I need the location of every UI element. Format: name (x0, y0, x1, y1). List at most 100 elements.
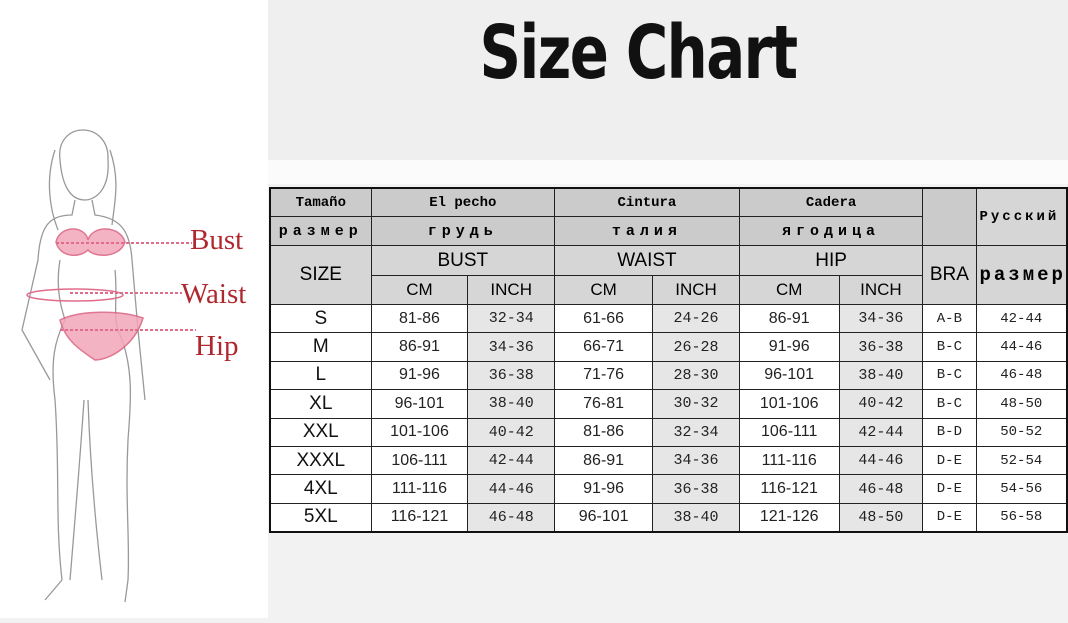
cell-size: L (269, 360, 372, 391)
cell-waist-cm: 81-86 (554, 417, 654, 447)
header-waist-cm: CM (554, 275, 654, 305)
cell-ru-size: 42-44 (975, 303, 1068, 334)
figure-panel: Bust Waist Hip (0, 0, 268, 618)
cell-ru-size: 44-46 (975, 332, 1068, 362)
cell-hip-cm: 106-111 (738, 417, 840, 447)
cell-bra: D-E (922, 445, 977, 476)
table-row: 5XL 116-121 46-48 96-101 38-40 121-126 48-50 D-… (269, 502, 1068, 533)
cell-hip-cm: 101-106 (738, 389, 840, 419)
cell-waist-cm: 71-76 (554, 360, 654, 391)
cell-size: XL (269, 389, 372, 419)
cell-waist-cm: 76-81 (554, 389, 654, 419)
cell-bra: B-C (922, 360, 977, 391)
table-row: M 86-91 34-36 66-71 26-28 91-96 36-38 B-C 44-46 (269, 332, 1068, 362)
cell-bust-inch: 36-38 (467, 360, 556, 391)
header-ru-size: размер (975, 245, 1068, 305)
cell-hip-cm: 116-121 (738, 474, 840, 504)
bust-label: Bust (190, 224, 244, 256)
cell-ru-size: 46-48 (975, 360, 1068, 391)
header-ru-language: Русский (975, 187, 1068, 246)
cell-bust-cm: 81-86 (370, 303, 469, 334)
cell-bust-cm: 96-101 (370, 389, 469, 419)
header-size-es: Tamaño (269, 187, 372, 217)
header-size-ru: размер (269, 216, 372, 246)
header-waist-es: Cintura (554, 187, 740, 217)
cell-waist-inch: 26-28 (652, 332, 740, 362)
divider-band (268, 160, 1068, 184)
body-figure-illustration (21, 129, 196, 603)
cell-size: 4XL (269, 474, 372, 504)
header-bra: BRA (922, 245, 977, 305)
table-row: XXXL 106-111 42-44 86-91 34-36 111-116 44-46 D-… (269, 445, 1068, 476)
waist-label: Waist (181, 278, 247, 310)
cell-waist-inch: 36-38 (652, 474, 740, 504)
cell-bust-cm: 101-106 (370, 417, 469, 447)
cell-waist-inch: 34-36 (652, 445, 740, 476)
header-hip-es: Cadera (738, 187, 924, 217)
cell-bust-cm: 91-96 (370, 360, 469, 391)
cell-ru-size: 54-56 (975, 474, 1068, 504)
cell-waist-inch: 30-32 (652, 389, 740, 419)
table-row: XXL 101-106 40-42 81-86 32-34 106-111 42-44 B-D… (269, 417, 1068, 447)
cell-bra: D-E (922, 502, 977, 533)
cell-waist-inch: 38-40 (652, 502, 740, 533)
header-size: SIZE (269, 245, 372, 305)
table-row: XL 96-101 38-40 76-81 30-32 101-106 40-42 B-C 48… (269, 389, 1068, 419)
cell-size: XXL (269, 417, 372, 447)
header-bust-ru: грудь (370, 216, 556, 246)
page-title: Size Chart (479, 10, 798, 96)
title-band (268, 0, 1068, 160)
cell-waist-cm: 61-66 (554, 303, 654, 334)
header-bust-es: El pecho (370, 187, 556, 217)
header-bust-cm: CM (370, 275, 469, 305)
cell-bust-inch: 38-40 (467, 389, 556, 419)
cell-hip-inch: 42-44 (838, 417, 924, 447)
cell-size: S (269, 303, 372, 334)
header-hip-inch: INCH (838, 275, 924, 305)
cell-bust-inch: 42-44 (467, 445, 556, 476)
cell-bust-cm: 116-121 (370, 502, 469, 533)
header-blank (922, 187, 977, 246)
table-row: L 91-96 36-38 71-76 28-30 96-101 38-40 B-C 46-48 (269, 360, 1068, 391)
cell-size: M (269, 332, 372, 362)
table-row: 4XL 111-116 44-46 91-96 36-38 116-121 46-48 D-E… (269, 474, 1068, 504)
cell-hip-cm: 86-91 (738, 303, 840, 334)
header-hip: HIP (738, 245, 924, 276)
cell-waist-inch: 24-26 (652, 303, 740, 334)
cell-size: XXXL (269, 445, 372, 476)
cell-bust-inch: 32-34 (467, 303, 556, 334)
header-hip-ru: ягодица (738, 216, 924, 246)
header-bust: BUST (370, 245, 556, 276)
cell-ru-size: 56-58 (975, 502, 1068, 533)
cell-bust-cm: 86-91 (370, 332, 469, 362)
cell-hip-inch: 40-42 (838, 389, 924, 419)
cell-waist-cm: 86-91 (554, 445, 654, 476)
cell-bust-cm: 106-111 (370, 445, 469, 476)
hip-label: Hip (195, 330, 239, 362)
cell-hip-cm: 91-96 (738, 332, 840, 362)
cell-waist-inch: 32-34 (652, 417, 740, 447)
header-waist-ru: талия (554, 216, 740, 246)
cell-bra: D-E (922, 474, 977, 504)
cell-waist-inch: 28-30 (652, 360, 740, 391)
cell-hip-inch: 36-38 (838, 332, 924, 362)
header-hip-cm: CM (738, 275, 840, 305)
cell-bra: B-C (922, 332, 977, 362)
cell-ru-size: 48-50 (975, 389, 1068, 419)
cell-waist-cm: 66-71 (554, 332, 654, 362)
cell-bust-cm: 111-116 (370, 474, 469, 504)
cell-bust-inch: 46-48 (467, 502, 556, 533)
header-bust-inch: INCH (467, 275, 556, 305)
cell-hip-inch: 46-48 (838, 474, 924, 504)
cell-ru-size: 50-52 (975, 417, 1068, 447)
table-row: S 81-86 32-34 61-66 24-26 86-91 34-36 A-B 42-44 (269, 303, 1068, 334)
cell-hip-inch: 48-50 (838, 502, 924, 533)
cell-hip-cm: 96-101 (738, 360, 840, 391)
cell-bra: B-C (922, 389, 977, 419)
cell-hip-cm: 111-116 (738, 445, 840, 476)
cell-hip-inch: 34-36 (838, 303, 924, 334)
cell-bust-inch: 44-46 (467, 474, 556, 504)
cell-bra: B-D (922, 417, 977, 447)
cell-size: 5XL (269, 502, 372, 533)
header-waist: WAIST (554, 245, 740, 276)
